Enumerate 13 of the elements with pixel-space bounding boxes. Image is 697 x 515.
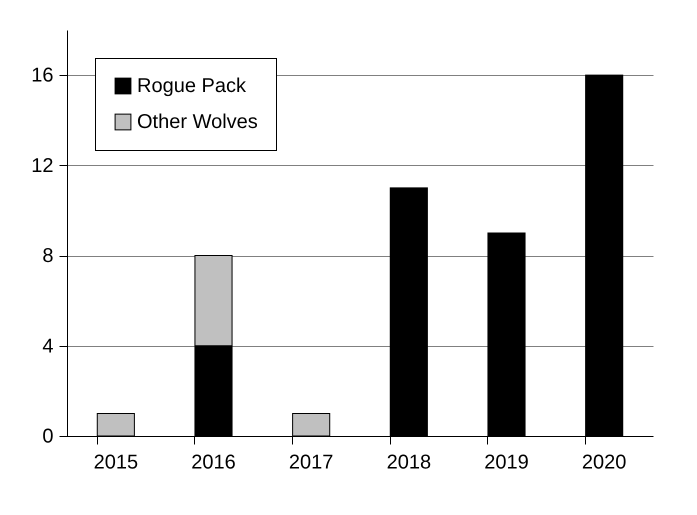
legend-label: Other Wolves xyxy=(137,111,258,133)
x-tick-label: 2020 xyxy=(582,452,626,474)
legend-label: Rogue Pack xyxy=(137,75,247,97)
y-tick-label: 8 xyxy=(42,245,54,268)
x-tick-label: 2018 xyxy=(386,452,432,474)
x-tick-label: 2015 xyxy=(94,452,138,474)
x-tick-label: 2019 xyxy=(484,452,529,474)
y-tick-label: 12 xyxy=(31,154,54,177)
y-tick-label: 0 xyxy=(42,426,54,448)
y-tick-label: 16 xyxy=(31,64,54,87)
x-tick-label: 2017 xyxy=(288,452,334,474)
x-tick-label: 2016 xyxy=(191,452,236,474)
y-tick-label: 4 xyxy=(42,335,54,358)
